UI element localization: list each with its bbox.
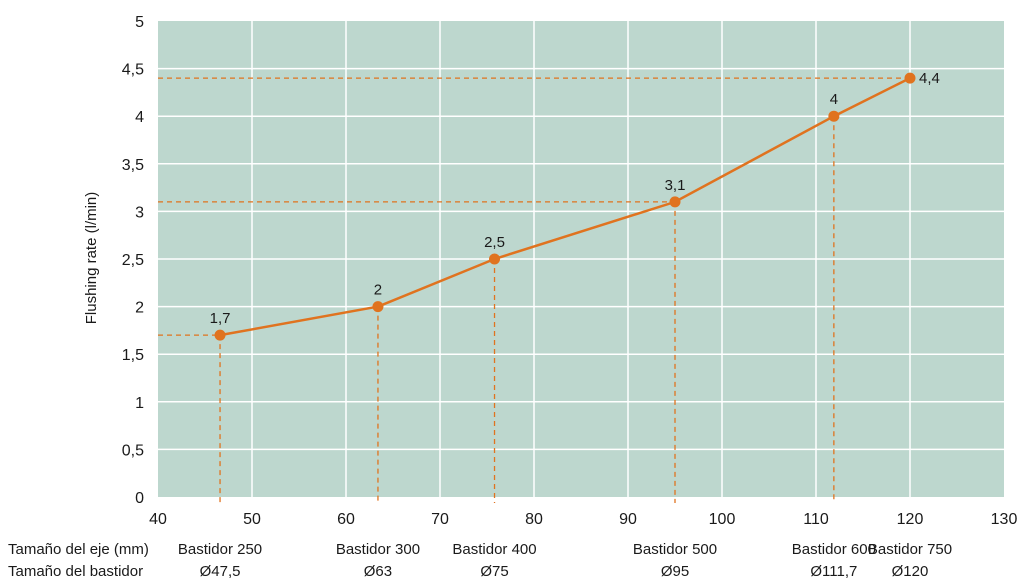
- x-tick-label: 110: [803, 511, 829, 528]
- y-tick-label: 0: [135, 490, 144, 507]
- y-tick-label: 3: [135, 204, 144, 221]
- data-label: 4,4: [919, 70, 940, 87]
- y-tick-label: 4: [135, 109, 144, 126]
- x-tick-label: 120: [897, 511, 924, 528]
- series-polyline: [219, 77, 911, 337]
- frame-size-label: Bastidor 400: [452, 541, 537, 558]
- reference-lines: [158, 77, 910, 503]
- x-tick-label: 90: [619, 511, 637, 528]
- data-point: [372, 301, 384, 313]
- x-tick-label: 60: [337, 511, 355, 528]
- x-tick-label: 50: [243, 511, 261, 528]
- data-label: 1,7: [210, 310, 231, 327]
- data-point: [489, 253, 501, 265]
- x-tick-label: 70: [431, 511, 449, 528]
- shaft-size-label: Ø75: [480, 563, 509, 580]
- shaft-size-label: Ø120: [891, 563, 929, 580]
- y-tick-label: 0,5: [122, 442, 144, 459]
- x-tick-label: 40: [149, 511, 167, 528]
- y-tick-label: 4,5: [122, 62, 144, 79]
- y-axis-label: Flushing rate (l/min): [83, 192, 100, 325]
- x-tick-label: 80: [525, 511, 543, 528]
- data-point: [214, 329, 226, 341]
- data-label: 2: [374, 282, 382, 299]
- y-tick-label: 1,5: [122, 347, 144, 364]
- y-axis-ticks: 0 0,5 1 1,5 2 2,5 3 3,5 4 4,5 5: [122, 14, 144, 507]
- y-tick-label: 3,5: [122, 157, 144, 174]
- data-label: 4: [830, 91, 838, 108]
- y-tick-label: 1: [135, 395, 144, 412]
- frame-size-label: Bastidor 750: [867, 541, 953, 558]
- row-label-shaft: Tamaño del eje (mm): [8, 541, 149, 558]
- frame-size-label: Bastidor 600: [791, 541, 876, 558]
- data-point: [828, 110, 840, 122]
- frame-size-label: Bastidor 500: [632, 541, 718, 558]
- y-tick-label: 2: [135, 300, 144, 317]
- shaft-size-label: Ø47,5: [199, 563, 241, 580]
- x-axis-ticks: 40 50 60 70 80 90 100 110 120 130: [149, 511, 1017, 528]
- shaft-size-label: Ø95: [660, 563, 690, 580]
- grid-lines: [158, 21, 1004, 497]
- frame-size-label: Bastidor 300: [335, 541, 421, 558]
- y-tick-label: 2,5: [122, 252, 144, 269]
- shaft-size-label: Ø111,7: [810, 563, 858, 580]
- y-tick-label: 5: [135, 14, 144, 31]
- data-label: 2,5: [484, 234, 505, 251]
- data-label: 3,1: [665, 177, 686, 194]
- shaft-size-label: Ø63: [363, 563, 393, 580]
- x-tick-label: 100: [709, 511, 736, 528]
- data-point: [904, 72, 916, 84]
- row-label-frame: Tamaño del bastidor: [8, 563, 144, 580]
- series-line: 1,7 2 2,5 3,1 4 4,4: [210, 70, 940, 341]
- data-point: [669, 196, 681, 208]
- x-tick-label: 130: [991, 511, 1018, 528]
- frame-size-label: Bastidor 250: [177, 541, 263, 558]
